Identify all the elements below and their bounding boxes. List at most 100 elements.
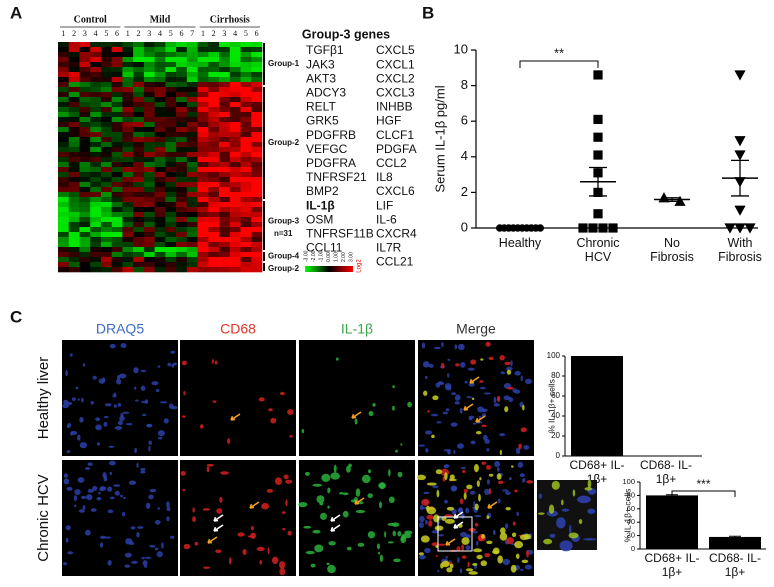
heatmap-cell bbox=[186, 242, 198, 248]
y-tick-label: 100 bbox=[547, 351, 561, 360]
cell-signal bbox=[157, 436, 163, 440]
heatmap-cell bbox=[100, 132, 112, 138]
heatmap-cell bbox=[219, 72, 231, 78]
heatmap-cell bbox=[219, 127, 231, 133]
heatmap-cell bbox=[154, 267, 166, 273]
cell-signal bbox=[125, 538, 133, 545]
y-tick-label: 8 bbox=[461, 77, 468, 92]
heatmap-cell bbox=[122, 142, 134, 148]
cell-signal bbox=[143, 565, 148, 568]
heatmap-cell bbox=[58, 257, 70, 263]
heatmap-cell bbox=[251, 182, 263, 188]
heatmap-cell bbox=[240, 122, 252, 128]
data-point bbox=[593, 150, 603, 160]
cell-signal bbox=[453, 449, 456, 454]
cell-signal bbox=[444, 514, 454, 518]
heatmap-cell bbox=[143, 217, 155, 223]
heatmap-cell bbox=[68, 102, 80, 108]
heatmap-cell bbox=[111, 182, 123, 188]
heatmap-cell bbox=[68, 152, 80, 158]
cell-signal bbox=[479, 477, 482, 481]
cell-signal bbox=[428, 520, 433, 527]
heatmap-cell bbox=[58, 212, 70, 218]
heatmap-cell bbox=[186, 112, 198, 118]
heatmap-cell bbox=[122, 172, 134, 178]
heatmap-cell bbox=[186, 137, 198, 143]
heatmap-cell bbox=[240, 142, 252, 148]
heatmap-cell bbox=[143, 162, 155, 168]
heatmap-cell bbox=[186, 132, 198, 138]
heatmap-cell bbox=[143, 132, 155, 138]
cell-signal bbox=[418, 444, 426, 447]
cell-signal bbox=[435, 469, 443, 475]
heatmap-cell bbox=[251, 167, 263, 173]
cell-signal bbox=[484, 438, 490, 444]
heatmap-cell bbox=[100, 187, 112, 193]
cell-signal bbox=[70, 431, 74, 436]
cell-signal bbox=[63, 478, 70, 485]
heatmap-cell bbox=[58, 232, 70, 238]
heatmap-cell bbox=[154, 167, 166, 173]
scale-label: -1.00 bbox=[318, 250, 324, 262]
heatmap-cell bbox=[219, 227, 231, 233]
heatmap-cell bbox=[58, 122, 70, 128]
heatmap-cell bbox=[154, 192, 166, 198]
heatmap-cell bbox=[143, 192, 155, 198]
heatmap-cell bbox=[154, 157, 166, 163]
heatmap-cell bbox=[208, 217, 220, 223]
category-label: No Fibrosis bbox=[650, 236, 694, 264]
heatmap-cell bbox=[58, 252, 70, 258]
bar bbox=[571, 356, 623, 456]
heatmap-cell bbox=[176, 167, 188, 173]
heatmap-cell bbox=[133, 42, 145, 48]
cell-signal bbox=[161, 542, 164, 549]
cell-signal bbox=[342, 510, 349, 518]
cell-signal bbox=[109, 343, 116, 349]
heatmap-cell bbox=[79, 177, 91, 183]
arrow bbox=[453, 521, 464, 529]
heatmap-cell bbox=[100, 217, 112, 223]
heatmap-cell bbox=[122, 102, 134, 108]
micrograph bbox=[62, 340, 178, 456]
cell-signal bbox=[420, 535, 430, 543]
heatmap-cell bbox=[79, 157, 91, 163]
heatmap-cell bbox=[208, 132, 220, 138]
heatmap-cell bbox=[240, 72, 252, 78]
heatmap-cell bbox=[90, 82, 102, 88]
heatmap-cell bbox=[58, 162, 70, 168]
cell-signal bbox=[522, 404, 525, 411]
heatmap-cell bbox=[229, 217, 241, 223]
cell-signal bbox=[486, 464, 491, 470]
cell-signal bbox=[99, 535, 107, 539]
cell-signal bbox=[85, 494, 93, 501]
channel-label: CD68 bbox=[220, 321, 256, 337]
cell-signal bbox=[259, 560, 263, 565]
gene-name: CLCF1 bbox=[376, 128, 414, 142]
heatmap-cell bbox=[165, 227, 177, 233]
heatmap-cell bbox=[208, 207, 220, 213]
heatmap-cell bbox=[219, 252, 231, 258]
cell-signal bbox=[457, 557, 460, 564]
heatmap-cell bbox=[100, 67, 112, 73]
heatmap-cell bbox=[58, 172, 70, 178]
heatmap-cell bbox=[186, 192, 198, 198]
cell-signal bbox=[468, 571, 478, 575]
heatmap-cell bbox=[79, 122, 91, 128]
category-label-box: Chronic HCV bbox=[576, 236, 619, 264]
cell-signal bbox=[211, 358, 214, 364]
cell-signal bbox=[65, 525, 71, 531]
heatmap-cell bbox=[208, 142, 220, 148]
cell-signal bbox=[62, 403, 69, 409]
cell-signal bbox=[454, 344, 458, 350]
heatmap-cell bbox=[143, 212, 155, 218]
cell-signal bbox=[149, 545, 156, 548]
heatmap-cell bbox=[186, 237, 198, 243]
cell-signal bbox=[400, 443, 403, 446]
gene-name: CXCL5 bbox=[376, 43, 415, 57]
heatmap-cell bbox=[68, 157, 80, 163]
heatmap-cell bbox=[111, 132, 123, 138]
cell-signal bbox=[87, 462, 93, 467]
heatmap-cell bbox=[229, 127, 241, 133]
heatmap-cell bbox=[122, 157, 134, 163]
